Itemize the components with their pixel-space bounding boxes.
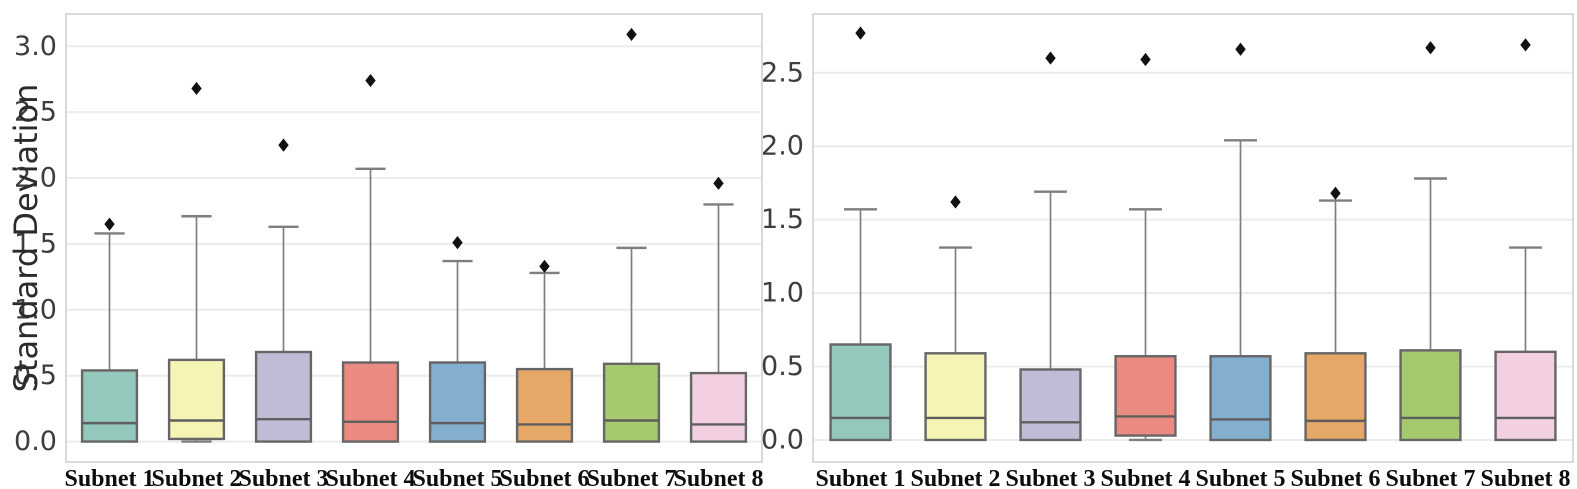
box-group-subnet-5 — [1209, 42, 1272, 442]
box-group-subnet-4 — [1114, 52, 1177, 442]
outlier-diamond — [855, 26, 866, 40]
iqr-box — [341, 361, 400, 443]
box-group-subnet-4 — [341, 73, 400, 443]
x-tick-label: Subnet 4 — [325, 466, 415, 489]
plot-frame — [65, 13, 763, 463]
outlier-diamond — [1520, 38, 1531, 52]
outlier-diamond — [1045, 51, 1056, 65]
iqr-box — [829, 343, 892, 442]
iqr-box — [689, 371, 748, 443]
y-tick-label: 2.5 — [761, 57, 804, 88]
y-tick-label: 1.5 — [14, 228, 57, 259]
iqr-box — [602, 362, 661, 443]
box-group-subnet-6 — [1304, 186, 1367, 442]
outlier-diamond — [104, 217, 115, 231]
iqr-box — [1114, 355, 1177, 437]
outlier-diamond — [1235, 42, 1246, 56]
iqr-box — [428, 361, 487, 443]
iqr-box — [1399, 349, 1462, 442]
box-group-subnet-2 — [167, 81, 226, 443]
iqr-box — [167, 358, 226, 441]
box-group-subnet-5 — [428, 236, 487, 443]
outlier-diamond — [539, 259, 550, 273]
outlier-diamond — [365, 73, 376, 88]
box-group-subnet-1 — [80, 217, 139, 443]
box-group-subnet-8 — [689, 176, 748, 443]
x-tick-label: Subnet 3 — [1005, 466, 1095, 489]
outlier-diamond — [713, 176, 724, 190]
iqr-box — [80, 369, 139, 443]
box-group-subnet-7 — [1399, 41, 1462, 442]
x-tick-label: Subnet 5 — [1195, 466, 1285, 489]
box-group-subnet-3 — [254, 138, 313, 443]
iqr-box — [1304, 352, 1367, 442]
x-tick-label: Subnet 7 — [586, 466, 676, 489]
box-group-subnet-8 — [1494, 38, 1557, 442]
iqr-box — [1019, 368, 1082, 442]
y-tick-label: 2.0 — [761, 131, 804, 162]
box-group-subnet-2 — [924, 195, 987, 442]
x-tick-label: Subnet 5 — [412, 466, 502, 489]
x-tick-label: Subnet 3 — [238, 466, 328, 489]
outlier-diamond — [452, 236, 463, 250]
iqr-box — [1494, 350, 1557, 442]
plot-frame — [812, 13, 1574, 463]
box-group-subnet-7 — [602, 27, 661, 443]
x-tick-label: Subnet 1 — [815, 466, 905, 489]
x-tick-label: Subnet 8 — [673, 466, 763, 489]
y-tick-label: 2.5 — [14, 97, 57, 128]
y-tick-label: 1.5 — [761, 204, 804, 235]
y-tick-label: 0.0 — [14, 426, 57, 457]
y-tick-label: 3.0 — [14, 31, 57, 62]
x-tick-label: Subnet 4 — [1100, 466, 1190, 489]
outlier-diamond — [1425, 41, 1436, 55]
x-tick-label: Subnet 6 — [1290, 466, 1380, 489]
x-tick-label: Subnet 2 — [151, 466, 241, 489]
iqr-box — [924, 352, 987, 442]
outlier-diamond — [950, 195, 961, 209]
y-tick-label: 1.0 — [761, 278, 804, 309]
x-tick-label: Subnet 2 — [910, 466, 1000, 489]
y-tick-label: 0.5 — [761, 351, 804, 382]
outlier-diamond — [626, 27, 637, 42]
y-tick-label: 0.0 — [761, 424, 804, 455]
x-tick-label: Subnet 1 — [64, 466, 154, 489]
box-group-subnet-3 — [1019, 51, 1082, 442]
outlier-diamond — [1140, 52, 1151, 67]
y-axis-title: Standard Deviation — [7, 84, 45, 393]
iqr-box — [1209, 355, 1272, 442]
x-tick-label: Subnet 8 — [1480, 466, 1570, 489]
box-group-subnet-1 — [829, 26, 892, 442]
outlier-diamond — [278, 138, 289, 152]
y-tick-label: 0.5 — [14, 360, 57, 391]
x-tick-label: Subnet 6 — [499, 466, 589, 489]
outlier-diamond — [1330, 186, 1341, 200]
x-tick-label: Subnet 7 — [1385, 466, 1475, 489]
y-tick-label: 1.0 — [14, 294, 57, 325]
iqr-box — [515, 367, 574, 443]
outlier-diamond — [191, 81, 202, 96]
box-group-subnet-6 — [515, 259, 574, 443]
iqr-box — [254, 350, 313, 443]
y-tick-label: 2.0 — [14, 163, 57, 194]
